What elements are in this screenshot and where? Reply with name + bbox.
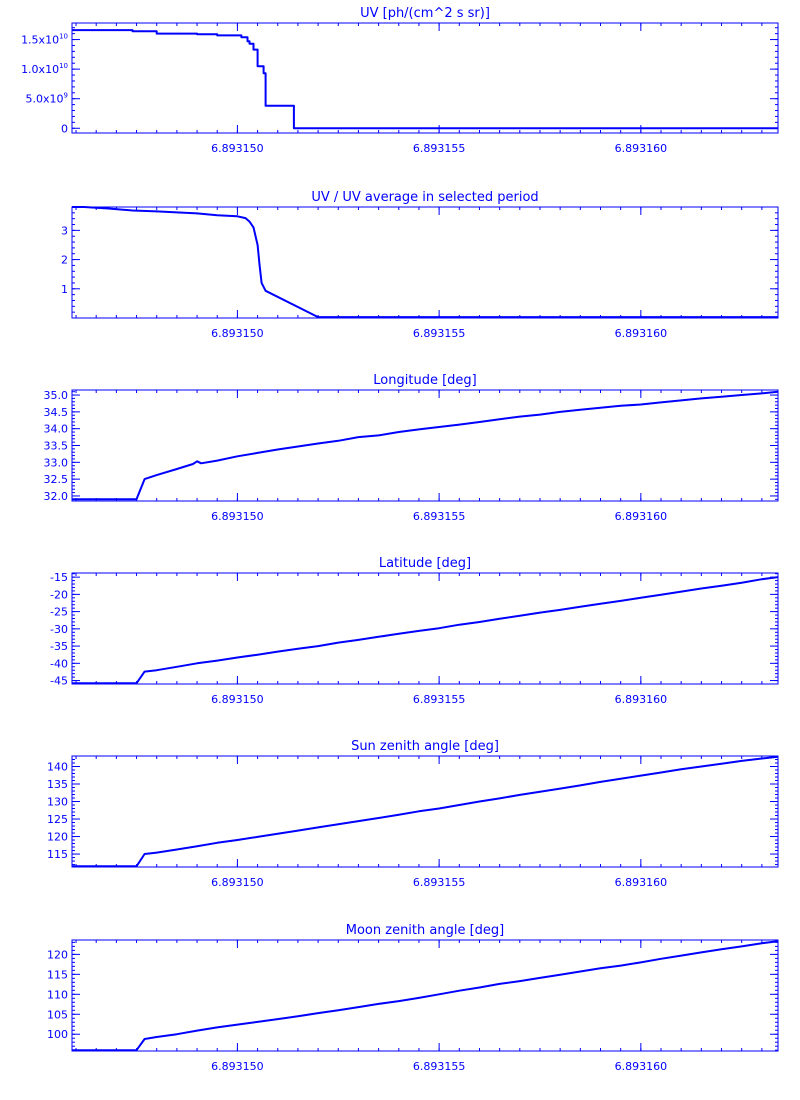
y-tick-label: 100 [47, 1028, 68, 1041]
series-line [72, 29, 778, 130]
y-tick-label: 3 [61, 224, 68, 237]
chart-panel-2: UV / UV average in selected period 6.8931… [61, 190, 779, 340]
plot-frame [71, 206, 779, 319]
x-tick-label: 6.893160 [615, 142, 668, 155]
series-line [72, 206, 778, 319]
y-tick-label: -30 [50, 623, 68, 636]
y-tick-label: 130 [47, 796, 68, 809]
chart-panel-1: UV [ph/(cm^2 s sr)] 6.893150 6.893155 6.893… [21, 6, 779, 155]
y-tick-mantissa: 1.5x10 [21, 34, 59, 47]
chart-panel-3: Longitude [deg] 6.893150 6.893155 6.893160 3… [44, 373, 779, 523]
chart-panel-4: Latitude [deg] 6.893150 6.893155 6.893160 -4… [50, 556, 779, 706]
y-tick-label: 0 [61, 122, 68, 135]
x-tick-label: 6.893150 [211, 142, 264, 155]
x-tick-label: 6.893150 [211, 693, 264, 706]
x-tick-label: 6.893150 [211, 876, 264, 889]
y-tick-label: -20 [50, 588, 68, 601]
x-tick-label: 6.893160 [615, 876, 668, 889]
y-tick-mantissa: 1.0x10 [21, 63, 59, 76]
y-tick-label: -25 [50, 606, 68, 619]
y-tick-label: 1.5x1010 [21, 33, 68, 47]
y-tick-label: 120 [47, 831, 68, 844]
y-tick-exponent: 10 [59, 33, 68, 41]
series-line [72, 390, 779, 501]
y-tick-label: 34.5 [44, 406, 69, 419]
x-tick-label: 6.893150 [211, 1060, 264, 1073]
y-tick-label: 115 [47, 968, 68, 981]
y-tick-label: 135 [47, 778, 68, 791]
y-tick-label: 33.5 [44, 440, 69, 453]
chart-title: UV / UV average in selected period [311, 190, 538, 205]
y-tick-label: 110 [47, 988, 68, 1001]
y-tick-label: 1 [61, 283, 68, 296]
x-tick-label: 6.893155 [413, 327, 466, 340]
x-tick-label: 6.893155 [413, 142, 466, 155]
y-tick-label: -15 [50, 571, 68, 584]
y-tick-label: 35.0 [44, 389, 69, 402]
y-tick-label: 140 [47, 761, 68, 774]
plot-frame [71, 22, 779, 134]
y-tick-label: 105 [47, 1008, 68, 1021]
x-tick-label: 6.893155 [413, 876, 466, 889]
y-tick-exponent: 10 [59, 62, 68, 70]
plot-frame [71, 939, 779, 1052]
series-line [72, 755, 779, 868]
y-tick-label: 115 [47, 848, 68, 861]
y-tick-label: 5.0x109 [26, 92, 68, 106]
chart-title: UV [ph/(cm^2 s sr)] [360, 6, 490, 21]
y-tick-mantissa: 5.0x10 [26, 93, 64, 106]
chart-panel-5: Sun zenith angle [deg] 6.893150 6.893155 6.… [47, 739, 779, 889]
x-tick-label: 6.893160 [615, 327, 668, 340]
x-tick-label: 6.893155 [413, 693, 466, 706]
y-tick-label: -35 [50, 640, 68, 653]
x-tick-label: 6.893150 [211, 510, 264, 523]
series-line [72, 940, 779, 1052]
y-tick-label: -40 [50, 657, 68, 670]
y-tick-label: 2 [61, 254, 68, 267]
y-tick-label: 1.0x1010 [21, 62, 68, 76]
y-tick-label: 125 [47, 813, 68, 826]
y-tick-label: 34.0 [44, 423, 69, 436]
x-tick-label: 6.893160 [615, 693, 668, 706]
x-tick-label: 6.893160 [615, 510, 668, 523]
chart-title: Moon zenith angle [deg] [346, 923, 504, 938]
y-tick-label: -45 [50, 675, 68, 688]
y-tick-label: 32.0 [44, 490, 69, 503]
y-tick-label: 33.0 [44, 456, 69, 469]
y-tick-label: 32.5 [44, 473, 69, 486]
chart-title: Longitude [deg] [373, 373, 476, 388]
x-tick-label: 6.893155 [413, 510, 466, 523]
y-tick-exponent: 9 [64, 92, 68, 100]
x-tick-label: 6.893155 [413, 1060, 466, 1073]
chart-title: Sun zenith angle [deg] [351, 739, 499, 754]
series-line [72, 576, 779, 685]
chart-panel-6: Moon zenith angle [deg] 6.893150 6.893155 6… [47, 923, 779, 1073]
chart-title: Latitude [deg] [379, 556, 471, 571]
plot-frame [71, 389, 779, 502]
y-tick-label: 120 [47, 948, 68, 961]
x-tick-label: 6.893150 [211, 327, 264, 340]
x-tick-label: 6.893160 [615, 1060, 668, 1073]
plot-frame [71, 755, 779, 868]
